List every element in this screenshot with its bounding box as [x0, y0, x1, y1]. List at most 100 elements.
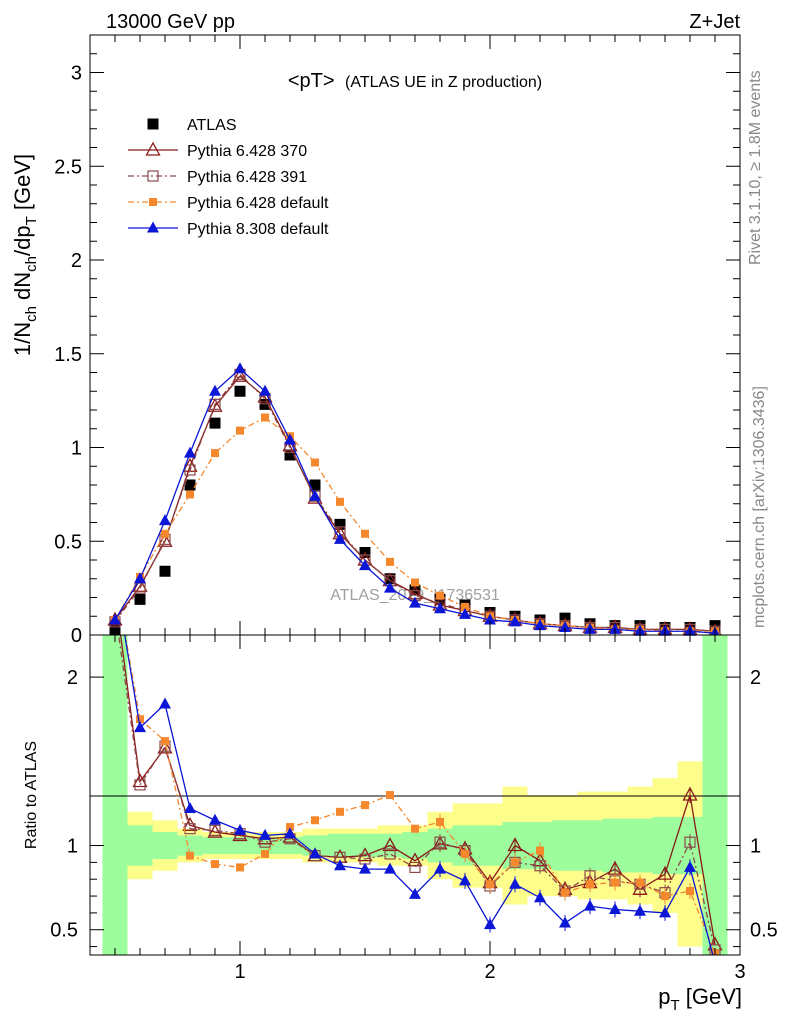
ratio-point-p6def — [386, 791, 394, 799]
ratio-series — [109, 586, 723, 968]
ratio-point-p370 — [657, 865, 673, 880]
rivet-label: Rivet 3.1.10, ≥ 1.8M events — [747, 70, 764, 265]
main-ytick-label: 1 — [71, 438, 82, 460]
ratio-ytick-label: 0.5 — [50, 920, 78, 942]
header-left: 13000 GeV pp — [106, 11, 235, 33]
ratio-point-p370 — [157, 739, 173, 754]
ratio-point-p8def — [709, 957, 721, 968]
ratio-point-p391 — [409, 861, 421, 874]
data-point-atlas — [384, 573, 396, 585]
main-ytick-label: 1.5 — [54, 344, 82, 366]
data-point-p391 — [184, 464, 196, 476]
band-inner-bin — [327, 833, 353, 858]
data-point-p8def — [384, 581, 396, 593]
data-point-p370 — [157, 532, 173, 547]
data-point-p6def — [386, 557, 394, 566]
ratio-ytick-label-right: 1 — [750, 836, 761, 858]
band-inner-bin — [127, 825, 153, 866]
data-point-p8def — [534, 619, 546, 631]
ratio-point-p6def — [536, 846, 544, 855]
data-point-p8def — [359, 559, 371, 571]
data-point-p6def — [211, 449, 219, 458]
band-inner-bin — [152, 832, 178, 859]
ratio-point-p8def — [184, 801, 196, 813]
ratio-point-p6def — [161, 737, 169, 746]
legend-marker-p370 — [145, 141, 161, 156]
xlabel: pT [GeV] — [658, 984, 742, 1014]
ratio-point-p6def — [261, 849, 269, 858]
ratio-point-p6def — [686, 887, 694, 895]
ratio-point-p6def — [486, 880, 494, 889]
ratio-point-p8def — [434, 862, 446, 874]
ratio-point-p8def — [159, 697, 171, 709]
data-point-p8def — [234, 362, 246, 374]
main-ytick-label: 0.5 — [54, 531, 82, 553]
ratio-point-p370 — [109, 586, 122, 598]
band-inner-bin — [702, 635, 728, 955]
legend-marker-p6def — [149, 198, 157, 206]
ratio-point-p6def — [661, 892, 669, 901]
ratio-point-p8def — [584, 899, 596, 911]
ratio-point-p391 — [209, 824, 221, 836]
data-point-p6def — [161, 529, 169, 538]
ratio-point-p6def — [611, 878, 619, 887]
ratio-point-p370 — [357, 847, 373, 862]
ratio-point-p6def — [361, 801, 369, 810]
ratio-point-p8def — [359, 862, 371, 874]
legend-marker-p391 — [147, 170, 159, 182]
mcplots-label: mcplots.cern.ch [arXiv:1306.3436] — [751, 386, 768, 628]
legend-item-p370: Pythia 6.428 370 — [128, 141, 307, 160]
data-point-atlas — [184, 479, 196, 491]
main-ticks: 0 0.5 1 1.5 2 2.5 3 — [54, 34, 741, 647]
legend-marker-p8def — [147, 221, 159, 233]
ratio-point-p6def — [411, 824, 419, 833]
band-inner-bin — [552, 820, 578, 871]
band-inner-bin — [202, 837, 228, 854]
ratio-point-p8def — [384, 862, 396, 874]
ratio-point-p6def — [436, 817, 444, 826]
ratio-point-p6def — [586, 880, 594, 889]
legend-label-p6def: Pythia 6.428 default — [187, 195, 329, 212]
ratio-point-p391 — [384, 848, 396, 860]
data-point-atlas — [209, 417, 221, 429]
ratio-point-p8def — [559, 916, 571, 928]
data-point-p8def — [434, 602, 446, 614]
legend-label-p370: Pythia 6.428 370 — [187, 143, 307, 160]
ratio-point-p8def — [534, 891, 546, 903]
data-point-atlas — [284, 449, 296, 461]
data-point-atlas — [709, 620, 721, 632]
data-point-p8def — [134, 572, 146, 584]
legend-label-p8def: Pythia 8.308 default — [187, 221, 329, 238]
band-inner-bin — [577, 820, 603, 871]
legend-marker-atlas — [147, 118, 159, 130]
ratio-point-p370 — [407, 852, 423, 867]
band-inner-bin — [102, 635, 128, 955]
data-point-p370 — [232, 367, 248, 382]
ratio-point-p370 — [382, 837, 398, 852]
band-inner-bin — [477, 825, 503, 866]
ratio-point-p370 — [507, 837, 523, 852]
ratio-point-p370 — [682, 786, 698, 801]
ratio-ytick-label-right: 0.5 — [750, 920, 778, 942]
ratio-point-p8def — [509, 877, 521, 889]
ratio-point-p8def — [409, 887, 421, 899]
ratio-point-p8def — [484, 918, 496, 930]
chart-title-main: <pT> — [288, 70, 335, 92]
data-point-atlas — [259, 398, 271, 410]
ratio-point-p8def — [659, 906, 671, 918]
data-point-p6def — [311, 458, 319, 467]
ratio-point-p391 — [184, 823, 196, 835]
ratio-point-p8def — [684, 860, 696, 872]
ratio-ticks: 0.5 0.5 1 1 2 2 1 2 3 — [50, 635, 778, 983]
legend-item-p6def: Pythia 6.428 default — [128, 195, 329, 212]
data-point-p8def — [459, 607, 471, 619]
data-point-p8def — [209, 384, 221, 396]
ratio-series-p6def — [124, 635, 719, 955]
ratio-point-p391 — [534, 860, 546, 872]
ratio-point-p8def — [334, 859, 346, 871]
ratio-point-p391 — [684, 836, 696, 848]
ratio-ylabel: Ratio to ATLAS — [23, 741, 40, 849]
band-inner-bin — [352, 833, 378, 858]
chart-title: <pT> (ATLAS UE in Z production) — [288, 70, 542, 92]
data-point-atlas — [409, 584, 421, 596]
